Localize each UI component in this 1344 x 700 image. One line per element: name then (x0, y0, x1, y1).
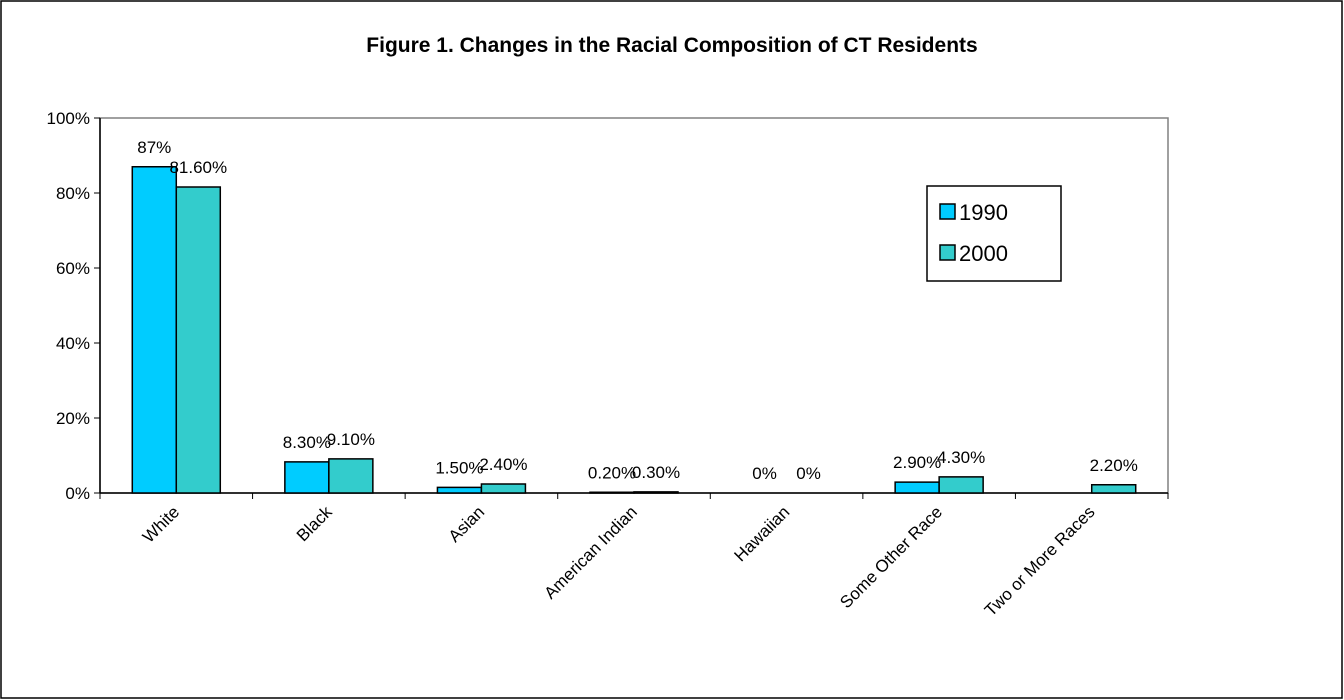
bar-2000-0 (175, 186, 222, 494)
bar-1990-0 (131, 166, 178, 494)
data-label: 0% (796, 464, 821, 483)
bars (131, 166, 1137, 494)
chart-title: Figure 1. Changes in the Racial Composit… (366, 34, 977, 57)
bar-1990-1 (284, 461, 330, 494)
bar-1990-3 (589, 491, 635, 494)
bar-2000-6 (1090, 484, 1137, 494)
bar-2000-2 (480, 483, 527, 494)
bar-1990-2 (436, 486, 483, 494)
legend-box (926, 185, 1062, 282)
y-tick-label: 40% (56, 334, 90, 353)
y-tick-label: 80% (56, 184, 90, 203)
data-label: 0% (752, 464, 777, 483)
bar-1990-5 (894, 481, 940, 494)
data-label: 8.30% (283, 433, 331, 452)
bar-2000-3 (633, 491, 679, 494)
bar-2000-5 (938, 476, 984, 494)
legend-swatch-1990 (939, 203, 956, 220)
data-label: 0.20% (588, 463, 636, 482)
legend-label: 2000 (959, 241, 1008, 266)
y-tick-label: 20% (56, 409, 90, 428)
bar-2000-1 (328, 458, 374, 494)
y-tick-label: 100% (47, 109, 90, 128)
data-label: 0.30% (632, 463, 680, 482)
data-label: 2.20% (1090, 456, 1138, 475)
y-tick-label: 0% (65, 484, 90, 503)
y-axis: 0% 20% 40% 60% 80% 100% (47, 109, 101, 503)
legend-label: 1990 (959, 200, 1008, 225)
data-label: 9.10% (327, 430, 375, 449)
data-label: 81.60% (169, 158, 227, 177)
plot-area (99, 117, 1169, 494)
y-tick-label: 60% (56, 259, 90, 278)
data-label: 2.90% (893, 453, 941, 472)
data-label: 87% (137, 138, 171, 157)
data-labels: 87% 8.30% 1.50% 0.20% 0% 2.90% 81.60% 9.10% 2.40… (137, 138, 1138, 483)
data-label: 1.50% (435, 458, 483, 477)
legend-swatch-2000 (939, 244, 956, 261)
legend: 1990 2000 (926, 185, 1062, 282)
data-label: 4.30% (937, 448, 985, 467)
data-label: 2.40% (479, 455, 527, 474)
